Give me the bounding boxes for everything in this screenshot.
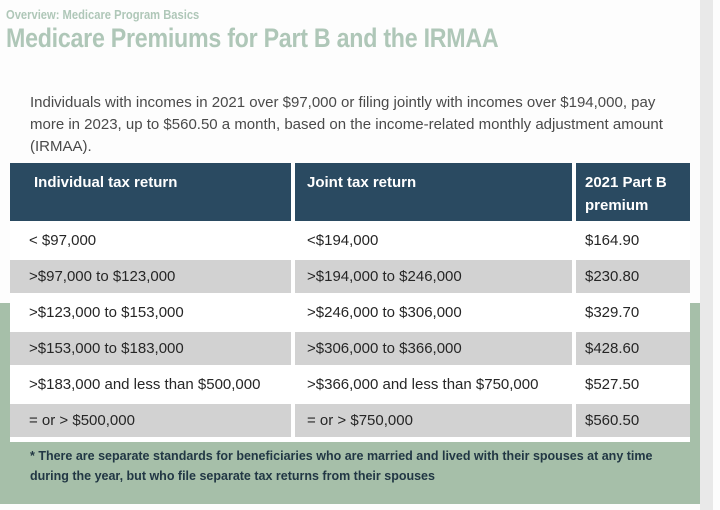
table-cell: >$194,000 to $246,000	[295, 260, 572, 293]
table-cell: <$194,000	[295, 224, 572, 257]
table-cell: >$153,000 to $183,000	[10, 332, 291, 365]
footnote: * There are separate standards for benef…	[30, 449, 653, 483]
table-row: < $97,000 <$194,000 $164.90	[10, 224, 690, 257]
table-cell: = or > $500,000	[10, 404, 291, 437]
table-cell: >$97,000 to $123,000	[10, 260, 291, 293]
table-row: >$153,000 to $183,000 >$306,000 to $366,0…	[10, 332, 690, 365]
slide-eyebrow: Overview: Medicare Program Basics	[6, 7, 200, 22]
table-row: >$97,000 to $123,000 >$194,000 to $246,00…	[10, 260, 690, 293]
table-body: < $97,000 <$194,000 $164.90 >$97,000 to $12…	[10, 224, 690, 437]
table-cell: >$306,000 to $366,000	[295, 332, 572, 365]
column-header-joint: Joint tax return	[295, 163, 572, 221]
column-header-individual: Individual tax return	[10, 163, 291, 221]
table-cell: < $97,000	[10, 224, 291, 257]
intro-paragraph: Individuals with incomes in 2021 over $9…	[30, 94, 663, 155]
table-cell: $428.60	[576, 332, 690, 365]
column-header-premium: 2021 Part B premium	[576, 163, 690, 221]
table-cell: $230.80	[576, 260, 690, 293]
table-cell: $164.90	[576, 224, 690, 257]
table-row: >$123,000 to $153,000 >$246,000 to $306,0…	[10, 296, 690, 329]
table-cell: >$366,000 and less than $750,000	[295, 368, 572, 401]
table-cell: $560.50	[576, 404, 690, 437]
scrollbar-track[interactable]	[700, 0, 713, 510]
irmaa-premium-table: Individual tax return Joint tax return 2…	[10, 163, 690, 442]
table-row: >$183,000 and less than $500,000 >$366,00…	[10, 368, 690, 401]
table-cell: >$246,000 to $306,000	[295, 296, 572, 329]
table-header-row: Individual tax return Joint tax return 2…	[10, 163, 690, 221]
table-cell: $527.50	[576, 368, 690, 401]
page-title: Medicare Premiums for Part B and the IRM…	[6, 23, 499, 53]
table-cell: >$183,000 and less than $500,000	[10, 368, 291, 401]
table-row: = or > $500,000 = or > $750,000 $560.50	[10, 404, 690, 437]
table-cell: >$123,000 to $153,000	[10, 296, 291, 329]
table-cell: $329.70	[576, 296, 690, 329]
table-cell: = or > $750,000	[295, 404, 572, 437]
